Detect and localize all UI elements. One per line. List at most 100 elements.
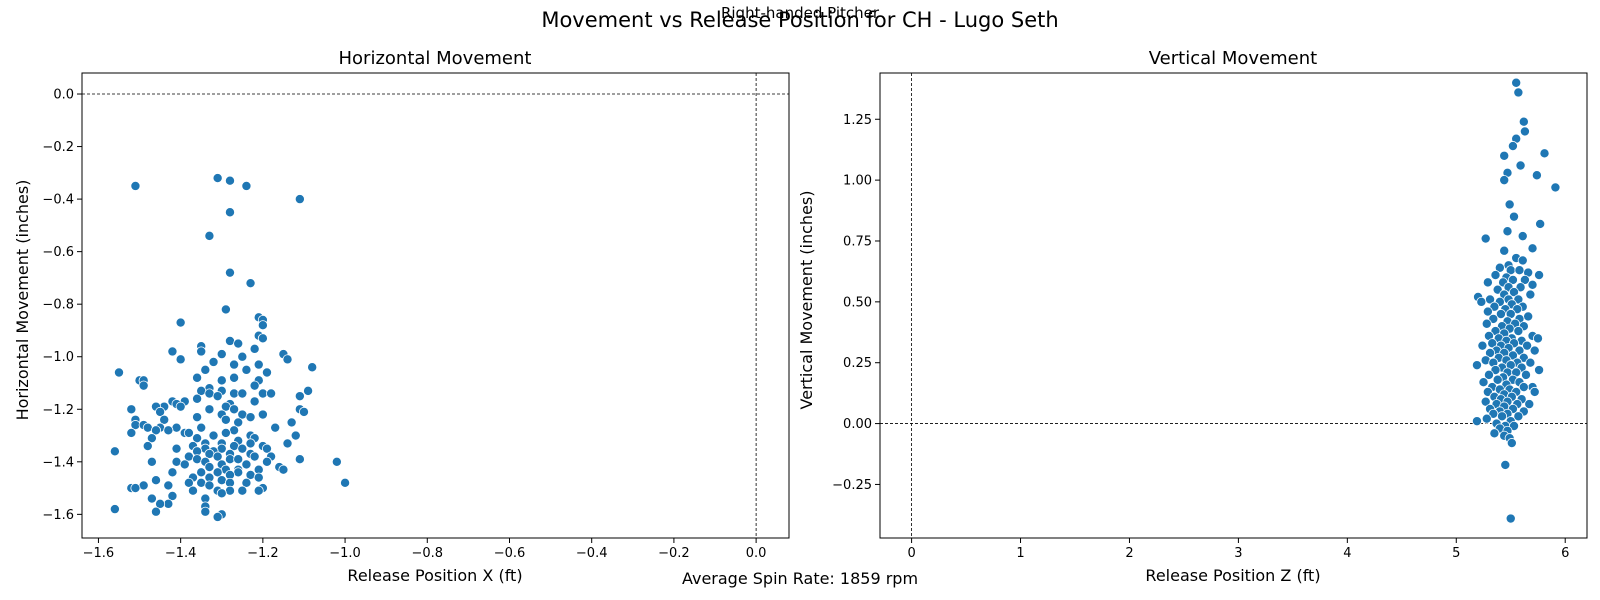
y-tick-label: 0.75 <box>843 234 872 249</box>
scatter-point <box>212 391 223 402</box>
scatter-point <box>146 456 157 467</box>
scatter-point <box>233 338 244 349</box>
scatter-point <box>1506 438 1517 449</box>
scatter-point <box>216 375 227 386</box>
y-tick-label: 0.25 <box>843 356 872 371</box>
scatter-point <box>126 404 137 415</box>
y-tick-label: −0.6 <box>42 245 74 260</box>
scatter-point <box>229 425 240 436</box>
x-axis-label: Release Position X (ft) <box>347 566 522 585</box>
scatter-point <box>245 438 256 449</box>
scatter-point <box>1550 182 1561 193</box>
y-tick-label: −1.2 <box>42 403 74 418</box>
scatter-point <box>237 485 248 496</box>
scatter-point <box>245 278 256 289</box>
scatter-point <box>212 451 223 462</box>
scatter-point <box>126 427 137 438</box>
scatter-point <box>146 433 157 444</box>
x-tick-label: 0 <box>907 546 915 561</box>
scatter-point <box>163 498 174 509</box>
scatter-point <box>1500 459 1511 470</box>
scatter-point <box>224 335 235 346</box>
scatter-point <box>1515 160 1526 171</box>
scatter-point <box>241 459 252 470</box>
scatter-point <box>167 346 178 357</box>
scatter-point <box>138 480 149 491</box>
scatter-point <box>1517 255 1528 266</box>
x-tick-label: −1.6 <box>83 546 115 561</box>
scatter-point <box>150 425 161 436</box>
scatter-point <box>192 372 203 383</box>
scatter-point <box>1507 274 1518 285</box>
x-tick-label: 4 <box>1343 546 1351 561</box>
scatter-series <box>109 173 351 522</box>
y-tick-label: 1.00 <box>843 174 872 189</box>
y-tick-label: −0.25 <box>832 478 872 493</box>
scatter-point <box>1517 231 1528 242</box>
scatter-point <box>1518 116 1529 127</box>
scatter-point <box>159 414 170 425</box>
scatter-point <box>270 422 281 433</box>
horizontal-movement-panel: Horizontal Movement Release Position X (… <box>13 48 790 585</box>
scatter-point <box>109 504 120 515</box>
scatter-point <box>192 454 203 465</box>
scatter-point <box>224 454 235 465</box>
scatter-point <box>196 422 207 433</box>
scatter-point <box>249 380 260 391</box>
scatter-point <box>290 430 301 441</box>
panel-title: Vertical Movement <box>1149 48 1317 69</box>
y-tick-label: −0.4 <box>42 193 74 208</box>
scatter-point <box>1504 199 1515 210</box>
scatter-point <box>167 490 178 501</box>
y-axis-label: Horizontal Movement (inches) <box>13 180 32 421</box>
scatter-point <box>1497 411 1508 422</box>
scatter-point <box>294 391 305 402</box>
scatter-point <box>196 477 207 488</box>
scatter-series <box>1471 77 1561 524</box>
scatter-point <box>294 454 305 465</box>
scatter-point <box>204 388 215 399</box>
x-tick-label: −0.2 <box>658 546 690 561</box>
scatter-point <box>257 388 268 399</box>
scatter-point <box>1481 318 1492 329</box>
scatter-point <box>245 412 256 423</box>
scatter-point <box>113 367 124 378</box>
scatter-point <box>220 304 231 315</box>
scatter-point <box>212 511 223 522</box>
panel-title: Horizontal Movement <box>339 48 532 69</box>
scatter-point <box>1524 399 1535 410</box>
scatter-point <box>1525 289 1536 300</box>
y-tick-label: 0.50 <box>843 295 872 310</box>
scatter-point <box>1521 369 1532 380</box>
scatter-point <box>171 422 182 433</box>
scatter-point <box>208 356 219 367</box>
scatter-point <box>1513 87 1524 98</box>
scatter-point <box>237 388 248 399</box>
scatter-point <box>233 417 244 428</box>
scatter-point <box>1471 416 1482 427</box>
scatter-point <box>237 443 248 454</box>
scatter-point <box>192 412 203 423</box>
scatter-point <box>307 362 318 373</box>
scatter-point <box>216 475 227 486</box>
scatter-point <box>212 173 223 184</box>
scatter-point <box>1519 126 1530 137</box>
scatter-point <box>261 456 272 467</box>
scatter-point <box>249 451 260 462</box>
scatter-point <box>163 425 174 436</box>
scatter-point <box>208 430 219 441</box>
scatter-point <box>1499 245 1510 256</box>
x-tick-label: 6 <box>1561 546 1569 561</box>
scatter-point <box>200 506 211 517</box>
scatter-point <box>204 462 215 473</box>
scatter-point <box>175 354 186 365</box>
scatter-point <box>212 467 223 478</box>
scatter-point <box>257 320 268 331</box>
scatter-point <box>241 477 252 488</box>
x-tick-label: −1.4 <box>165 546 197 561</box>
x-tick-label: −0.6 <box>494 546 526 561</box>
scatter-point <box>253 485 264 496</box>
y-tick-label: 0.0 <box>53 88 74 103</box>
plot-frame <box>81 72 790 539</box>
scatter-point <box>1519 274 1530 285</box>
